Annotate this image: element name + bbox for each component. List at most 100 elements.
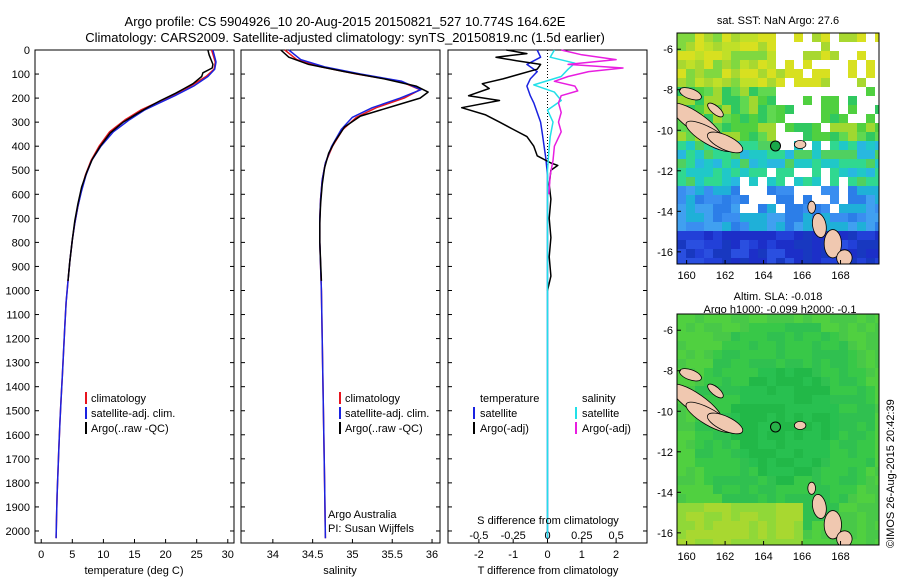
heatmap-cell <box>758 332 767 341</box>
heatmap-cell <box>758 422 767 431</box>
heatmap-cell <box>695 350 704 359</box>
heatmap-cell <box>749 323 758 332</box>
temperature-panel-frame <box>34 49 235 544</box>
heatmap-cell <box>875 123 879 132</box>
x-tick-label: 2 <box>613 549 619 561</box>
heatmap-cell <box>704 213 713 222</box>
heatmap-cell <box>794 539 803 545</box>
heatmap-cell <box>731 350 740 359</box>
heatmap-cell <box>812 386 821 395</box>
heatmap-cell <box>803 512 812 521</box>
heatmap-cell <box>803 377 812 386</box>
heatmap-cell <box>785 231 794 240</box>
heatmap-cell <box>749 476 758 485</box>
heatmap-cell <box>740 521 749 530</box>
heatmap-cell <box>758 78 767 87</box>
heatmap-cell <box>875 231 879 240</box>
heatmap-cell <box>677 422 686 431</box>
heatmap-cell <box>875 213 879 222</box>
heatmap-cell <box>803 123 812 132</box>
heatmap-cell <box>767 177 776 186</box>
heatmap-cell <box>875 249 879 258</box>
heatmap-cell <box>740 231 749 240</box>
heatmap-cell <box>866 159 875 168</box>
heatmap-cell <box>695 33 704 42</box>
heatmap-cell <box>866 114 875 123</box>
island-shape <box>823 229 842 259</box>
heatmap-cell <box>740 368 749 377</box>
heatmap-cell <box>722 213 731 222</box>
heatmap-cell <box>803 350 812 359</box>
heatmap-cell <box>821 150 830 159</box>
island-shape <box>707 412 744 435</box>
heatmap-cell <box>848 404 857 413</box>
heatmap-cell <box>704 458 713 467</box>
heatmap-cell <box>677 332 686 341</box>
heatmap-cell <box>722 539 731 545</box>
heatmap-cell <box>749 458 758 467</box>
heatmap-cell <box>803 422 812 431</box>
heatmap-cell <box>740 395 749 404</box>
heatmap-cell <box>848 177 857 186</box>
heatmap-cell <box>875 413 879 422</box>
heatmap-cell <box>785 449 794 458</box>
heatmap-cell <box>749 78 758 87</box>
heatmap-cell <box>803 530 812 539</box>
x-tick-label: -1 <box>508 549 518 561</box>
heatmap-cell <box>803 231 812 240</box>
heatmap-cell <box>821 485 830 494</box>
heatmap-cell <box>785 467 794 476</box>
heatmap-cell <box>857 521 866 530</box>
map-lat-label: -6 <box>663 44 673 56</box>
heatmap-cell <box>722 240 731 249</box>
heatmap-cell <box>848 512 857 521</box>
heatmap-cell <box>713 204 722 213</box>
heatmap-cell <box>740 240 749 249</box>
heatmap-cell <box>758 431 767 440</box>
heatmap-cell <box>704 368 713 377</box>
heatmap-cell <box>785 341 794 350</box>
title-line-2: Climatology: CARS2009. Satellite-adjuste… <box>85 30 605 45</box>
heatmap-cell <box>794 395 803 404</box>
heatmap-cell <box>767 494 776 503</box>
heatmap-cell <box>695 431 704 440</box>
map-lat-label: -8 <box>663 85 673 97</box>
heatmap-cell <box>749 332 758 341</box>
heatmap-cell <box>749 114 758 123</box>
heatmap-cell <box>731 204 740 213</box>
heatmap-cell <box>821 431 830 440</box>
heatmap-cell <box>740 51 749 60</box>
heatmap-cell <box>695 467 704 476</box>
heatmap-cell <box>686 150 695 159</box>
heatmap-cell <box>749 168 758 177</box>
heatmap-cell <box>704 150 713 159</box>
heatmap-cell <box>686 204 695 213</box>
heatmap-cell <box>776 494 785 503</box>
x-tick-label: 34.5 <box>302 549 323 561</box>
heatmap-cell <box>713 449 722 458</box>
heatmap-cell <box>803 150 812 159</box>
heatmap-cell <box>866 467 875 476</box>
heatmap-cell <box>722 359 731 368</box>
heatmap-cell <box>857 440 866 449</box>
map-lat-label: -12 <box>657 166 673 178</box>
heatmap-cell <box>731 33 740 42</box>
heatmap-cell <box>875 422 879 431</box>
temperature-xlabel: temperature (deg C) <box>84 565 183 577</box>
heatmap-cell <box>830 258 839 264</box>
temperature-plot: 0 5 10 15 20 25 30 <box>38 49 234 561</box>
map-lat-label: -14 <box>657 487 673 499</box>
heatmap-cell <box>794 204 803 213</box>
heatmap-cell <box>821 33 830 42</box>
heatmap-cell <box>722 78 731 87</box>
difference-plot: -2 -1 0 1 2-0.5 -0.25 0 0.25 0.5 <box>460 49 624 561</box>
heatmap-cell <box>767 539 776 545</box>
heatmap-cell <box>722 350 731 359</box>
heatmap-cell <box>704 33 713 42</box>
heatmap-cell <box>785 476 794 485</box>
heatmap-cell <box>830 96 839 105</box>
heatmap-cell <box>677 132 686 141</box>
heatmap-cell <box>713 332 722 341</box>
heatmap-cell <box>875 159 879 168</box>
heatmap-cell <box>812 476 821 485</box>
